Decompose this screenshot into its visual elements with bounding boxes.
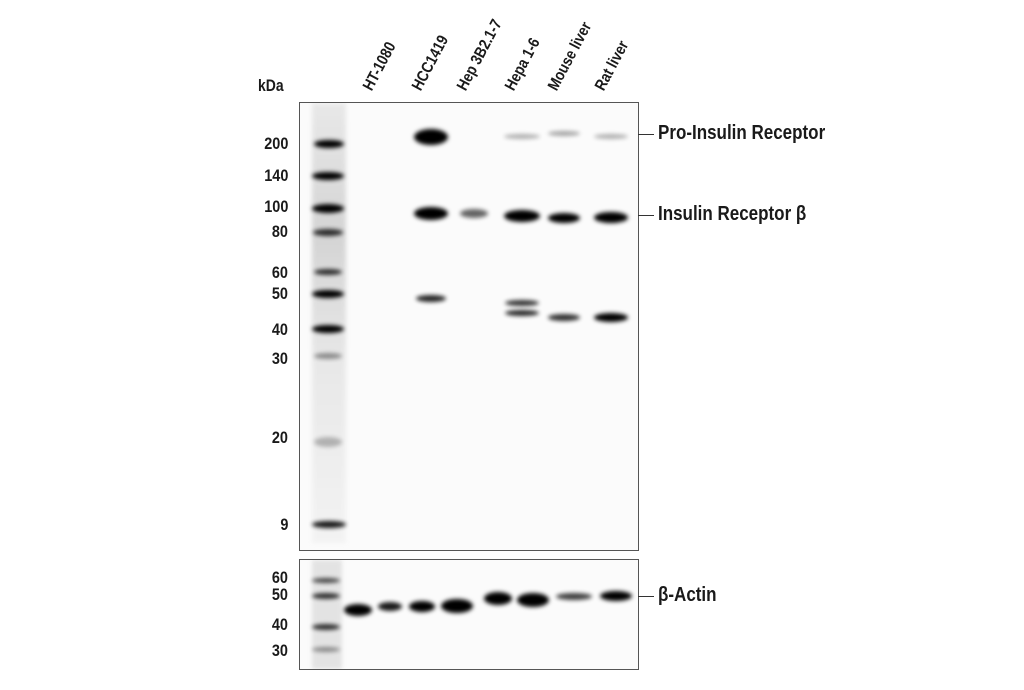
ladder-band: [312, 325, 344, 333]
lane-label: Rat liver: [592, 38, 633, 94]
marker-label: 140: [263, 166, 288, 185]
marker-label: 60: [271, 263, 288, 282]
ir-beta-pointer: [638, 215, 654, 216]
marker-label: 80: [271, 222, 288, 241]
actin-band: [600, 591, 632, 601]
beta-actin-label: β-Actin: [658, 584, 717, 606]
ladder-band: [312, 172, 344, 180]
ladder-band: [312, 521, 346, 528]
ladder-band: [312, 624, 340, 630]
pro-ir-pointer: [638, 134, 654, 135]
hcc1419-pro-ir-band: [414, 129, 448, 145]
ladder-band: [314, 269, 342, 275]
rat-ir-beta-band: [594, 212, 628, 223]
marker-label: 50: [271, 585, 288, 604]
marker-label: 200: [263, 134, 288, 153]
marker-label: 20: [271, 428, 288, 447]
hepa-lower-band: [505, 310, 539, 316]
hepa-lower-band: [505, 300, 539, 306]
marker-label: 60: [271, 568, 288, 587]
mouse-lower-band: [548, 314, 580, 321]
ladder-band: [314, 140, 344, 148]
blot-top-panel: [299, 102, 639, 551]
ladder-band: [312, 647, 340, 652]
actin-band: [484, 592, 512, 605]
ladder-band: [312, 593, 340, 599]
ladder-band: [312, 204, 344, 213]
hepa-ir-beta-band: [504, 210, 540, 222]
hcc1419-lower-band: [416, 295, 446, 302]
marker-label: 30: [271, 641, 288, 660]
pro-insulin-receptor-label: Pro-Insulin Receptor: [658, 122, 826, 144]
lane-label: HCC1419: [409, 32, 453, 94]
actin-band: [517, 593, 549, 607]
ladder-lane: [312, 103, 346, 543]
rat-pro-ir-band: [594, 134, 628, 139]
lane-label: Hepa 1-6: [502, 35, 544, 94]
actin-band: [409, 601, 435, 612]
marker-label: 100: [263, 197, 288, 216]
rat-lower-band: [594, 313, 628, 322]
ladder-band: [314, 437, 342, 447]
actin-pointer: [638, 596, 654, 597]
lane-label: Mouse liver: [545, 19, 596, 94]
blot-bottom-panel: [299, 559, 639, 670]
marker-label: 30: [271, 349, 288, 368]
mouse-pro-ir-band: [548, 131, 580, 136]
marker-label: 40: [271, 615, 288, 634]
ladder-band: [314, 353, 342, 359]
hepa-pro-ir-band: [504, 134, 540, 139]
kda-label: kDa: [258, 76, 284, 95]
actin-band: [556, 593, 592, 600]
actin-band: [441, 599, 473, 613]
marker-label: 50: [271, 284, 288, 303]
actin-band: [344, 604, 372, 616]
ladder-lane: [312, 560, 342, 669]
ladder-band: [312, 578, 340, 583]
insulin-receptor-beta-label: Insulin Receptor β: [658, 203, 807, 225]
marker-label: 40: [271, 320, 288, 339]
hcc1419-ir-beta-band: [414, 207, 448, 220]
lane-label: Hep 3B2.1-7: [454, 16, 506, 94]
actin-band: [378, 602, 402, 611]
mouse-ir-beta-band: [548, 213, 580, 223]
lane-label: HT-1080: [360, 39, 400, 94]
marker-label: 9: [279, 515, 288, 534]
ladder-band: [313, 229, 343, 236]
ladder-band: [312, 290, 344, 298]
hep3b-ir-beta-band: [460, 209, 488, 218]
